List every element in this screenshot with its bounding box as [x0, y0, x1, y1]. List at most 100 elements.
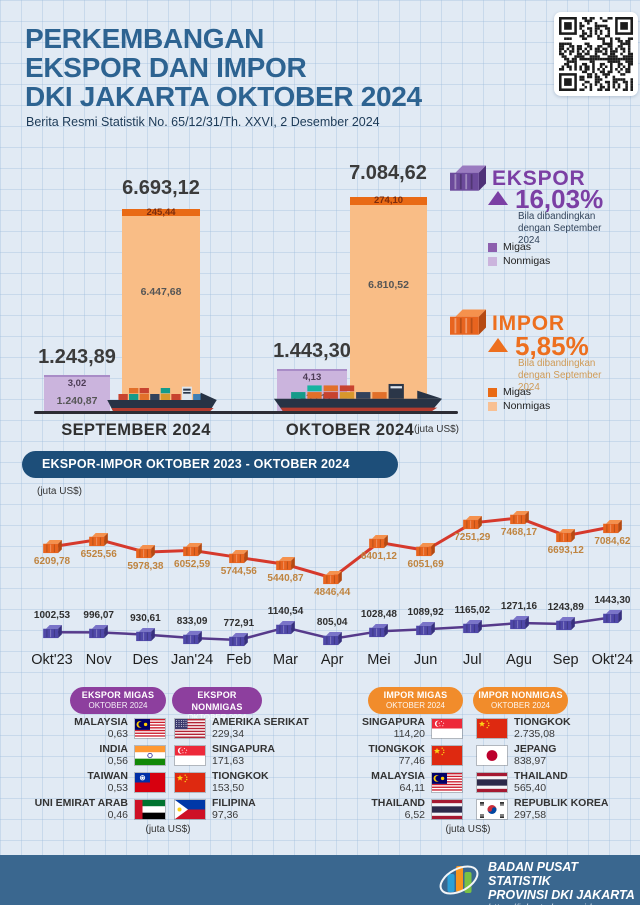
okt-impor-migas-value: 274,10: [373, 194, 404, 206]
table-header-impor-migas: IMPOR MIGAS OKTOBER 2024: [368, 687, 463, 714]
country-label: MALAYSIA: [74, 715, 128, 728]
country-label: TAIWAN: [87, 769, 128, 782]
trend-point-impor-container-icon: [416, 543, 435, 557]
okt-ekspor-total: 1.443,30: [273, 340, 351, 362]
table-row: JEPANG 838,97: [477, 743, 627, 767]
trend-point-ekspor-container-icon: [229, 633, 249, 647]
country-value: 229,34: [212, 728, 245, 740]
ekspor-container-icon: [450, 165, 486, 191]
country-value: 0,63: [107, 728, 128, 740]
trend-value-ekspor: 1271,16: [500, 601, 538, 613]
ekspor-nonmigas-legend-label: Nonmigas: [503, 255, 551, 267]
trend-value-impor: 6401,12: [360, 551, 397, 563]
trend-point-impor-container-icon: [603, 519, 622, 534]
table-row: TAIWAN 0,53: [28, 770, 165, 794]
flag-thailand-icon: [477, 772, 507, 792]
country-value: 0,53: [107, 782, 128, 794]
ekspor-migas-legend-label: Migas: [503, 241, 532, 253]
trend-value-ekspor: 930,61: [130, 612, 161, 624]
trend-value-ekspor: 1089,92: [407, 607, 444, 619]
trend-month-label: Jun: [413, 652, 438, 668]
flag-thailand-icon: [432, 799, 462, 819]
qr-pattern-icon: [559, 17, 633, 91]
table-row: FILIPINA 97,36: [175, 797, 310, 821]
table-title: EKSPOR NONMIGAS: [191, 690, 243, 712]
footer-url[interactable]: https://jakarta.bps.go.id: [488, 902, 640, 905]
trend-value-ekspor: 833,09: [176, 615, 208, 627]
table-subtitle: OKTOBER 2024: [386, 701, 445, 710]
trend-value-impor: 4846,44: [314, 587, 351, 598]
okt-impor-migas-segment: [350, 196, 427, 206]
okt-ekspor-migas-value: 4,13: [302, 371, 322, 383]
cargo-ship-icon: [273, 383, 443, 412]
country-value: 565,40: [514, 782, 547, 794]
trend-value-ekspor: 1140,54: [267, 605, 304, 617]
impor-heading: IMPOR: [492, 312, 565, 335]
table-row: MALAYSIA 64,11: [325, 770, 462, 794]
table-row: INDIA 0,56: [28, 743, 165, 767]
trend-value-ekspor: 1243,89: [547, 601, 584, 613]
sep-impor-bar: 245,44 6.447,68: [122, 207, 200, 413]
okt-impor-nonmigas-value: 6.810,52: [368, 279, 409, 292]
cargo-ship-icon: [107, 386, 217, 412]
trend-value-ekspor: 996,07: [83, 610, 114, 622]
flag-jepang-icon: [477, 745, 507, 765]
trend-month-label: Apr: [320, 652, 344, 668]
impor-increase-arrow-icon: [488, 338, 508, 352]
release-subtitle: Berita Resmi Statistik No. 65/12/31/Th. …: [26, 115, 380, 129]
ekspor-migas-swatch: [488, 242, 497, 252]
trend-value-impor: 5440,87: [267, 573, 304, 585]
ekspor-legend: Migas Nonmigas: [488, 240, 550, 268]
table-subtitle: OKTOBER 2024: [88, 701, 148, 710]
table-subtitle: OKTOBER 2024: [491, 701, 550, 710]
trend-point-ekspor-container-icon: [416, 622, 435, 636]
country-label: THAILAND: [514, 769, 568, 782]
country-label: THAILAND: [371, 796, 425, 809]
qr-code[interactable]: [554, 12, 638, 96]
country-value: 77,46: [398, 755, 425, 767]
trend-point-ekspor-container-icon: [603, 610, 622, 624]
okt-ekspor-migas-segment: [277, 368, 347, 371]
sep-impor-nonmigas-value: 6.447,68: [140, 286, 182, 299]
trend-point-ekspor-container-icon: [509, 616, 529, 630]
group-label-oktober: OKTOBER 2024: [285, 421, 415, 439]
title-line-2: EKSPOR DAN IMPOR: [25, 52, 307, 83]
trend-month-label: Des: [132, 652, 159, 668]
trend-value-ekspor: 1165,02: [454, 604, 491, 616]
flag-uae-icon: [135, 799, 165, 819]
country-value: 97,36: [212, 809, 239, 821]
table-row: TIONGKOK 153,50: [175, 770, 310, 794]
table-header-ekspor-migas: EKSPOR MIGAS OKTOBER 2024: [70, 687, 166, 714]
table-row: TIONGKOK 2.735,08: [477, 716, 627, 740]
table-row: AMERIKA SERIKAT 229,34: [175, 716, 310, 740]
table-header-impor-nonmigas: IMPOR NONMIGAS OKTOBER 2024: [473, 687, 568, 714]
country-value: 0,46: [107, 809, 128, 821]
trend-line-chart: 6209,78 6525,56 5978,38 6052,59 5744,56 5440,…: [30, 495, 633, 675]
trend-point-impor-container-icon: [556, 528, 576, 543]
flag-korea-icon: [477, 799, 507, 819]
flag-tiongkok-icon: [477, 718, 507, 738]
sep-ekspor-migas-value: 3,02: [67, 378, 87, 390]
trend-section-banner: EKSPOR-IMPOR OKTOBER 2023 - OKTOBER 2024: [22, 451, 398, 478]
bar-chart-unit: (juta US$): [414, 424, 460, 435]
okt-impor-bar: 274,10 6.810,52: [350, 194, 427, 413]
country-value: 0,56: [107, 755, 128, 767]
sep-ekspor-bar: 3,02 1.240,87: [44, 375, 110, 413]
country-label: TIONGKOK: [368, 742, 425, 755]
trend-point-impor-container-icon: [322, 571, 342, 585]
sep-ekspor-total: 1.243,89: [38, 346, 116, 368]
table-title: IMPOR NONMIGAS: [478, 690, 563, 700]
flag-tiongkok-icon: [432, 745, 462, 765]
trend-point-ekspor-container-icon: [462, 619, 482, 634]
table-row: SINGAPURA 171,63: [175, 743, 310, 767]
trend-point-ekspor-container-icon: [369, 624, 389, 638]
trend-value-impor: 5978,38: [127, 561, 164, 573]
trend-month-label: Mei: [367, 652, 391, 668]
trend-value-impor: 6052,59: [174, 559, 211, 571]
trend-point-ekspor-container-icon: [322, 631, 342, 646]
table-row: THAILAND 565,40: [477, 770, 627, 794]
impor-nonmigas-legend-label: Nonmigas: [503, 400, 551, 412]
country-value: 171,63: [212, 755, 245, 767]
impor-comparison-note: Bila dibandingkan dengan September 2024: [518, 358, 602, 393]
